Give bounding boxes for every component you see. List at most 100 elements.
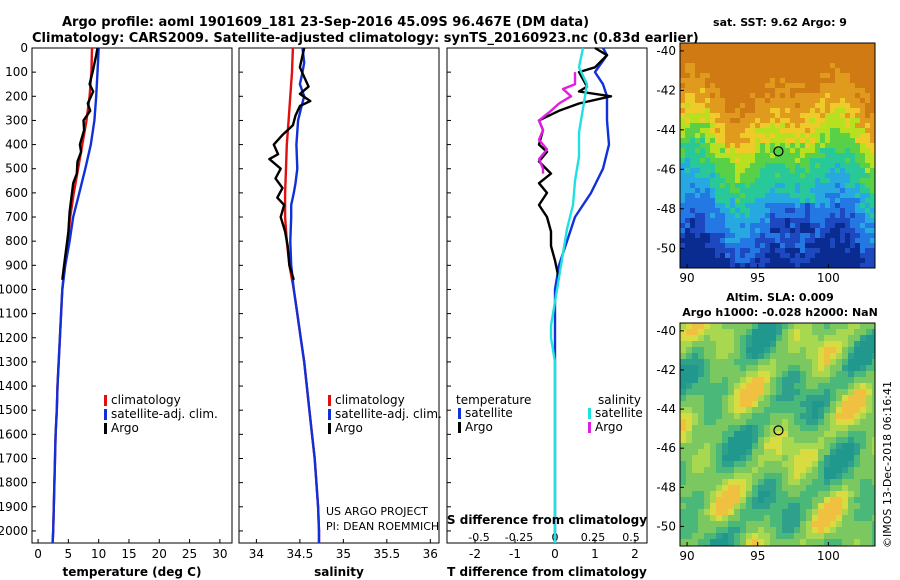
map-cell — [836, 521, 843, 528]
map-cell — [764, 335, 771, 342]
map-cell — [825, 98, 831, 104]
map-cell — [785, 173, 791, 179]
map-cell — [825, 113, 831, 119]
map-cell — [685, 133, 691, 139]
map-cell — [695, 258, 701, 264]
map-cell — [770, 431, 777, 438]
map-cell — [728, 527, 735, 534]
map-cell — [764, 485, 771, 492]
map-cell — [686, 461, 693, 468]
map-cell — [820, 143, 826, 149]
map-cell — [780, 208, 786, 214]
map-cell — [810, 113, 816, 119]
map-cell — [764, 479, 771, 486]
map-cell — [782, 497, 789, 504]
map-cell — [685, 123, 691, 129]
map-cell — [825, 78, 831, 84]
map-cell — [824, 395, 831, 402]
map-cell — [866, 347, 873, 354]
map-cell — [830, 258, 836, 264]
map-cell — [830, 203, 836, 209]
map-cell — [810, 178, 816, 184]
map-cell — [815, 248, 821, 254]
map-cell — [728, 377, 735, 384]
map-cell — [860, 113, 866, 119]
map-cell — [686, 455, 693, 462]
map-cell — [855, 133, 861, 139]
map-cell — [818, 497, 825, 504]
map-cell — [815, 258, 821, 264]
map-cell — [746, 383, 753, 390]
map-cell — [865, 213, 871, 219]
map-cell — [750, 53, 756, 59]
map-cell — [740, 509, 747, 516]
map-cell — [848, 467, 855, 474]
map-cell — [725, 93, 731, 99]
map-cell — [725, 48, 731, 54]
map-cell — [795, 143, 801, 149]
map-cell — [728, 443, 735, 450]
map-cell — [865, 153, 871, 159]
map-cell — [820, 263, 826, 269]
map-cell — [794, 371, 801, 378]
map-cell — [698, 425, 705, 432]
map-cell — [680, 503, 687, 510]
map-cell — [730, 63, 736, 69]
map-cell — [695, 53, 701, 59]
map-cell — [730, 228, 736, 234]
map-cell — [794, 329, 801, 336]
map-cell — [752, 359, 759, 366]
map-cell — [735, 58, 741, 64]
map-cell — [680, 123, 686, 129]
map-cell — [805, 68, 811, 74]
map-cell — [745, 48, 751, 54]
map-cell — [848, 419, 855, 426]
map-cell — [776, 383, 783, 390]
map-cell — [775, 183, 781, 189]
map-cell — [710, 98, 716, 104]
map-cell — [782, 521, 789, 528]
map-cell — [715, 113, 721, 119]
map-cell — [825, 103, 831, 109]
map-cell — [860, 208, 866, 214]
map-cell — [820, 78, 826, 84]
map-cell — [705, 58, 711, 64]
map-cell — [746, 329, 753, 336]
map-cell — [815, 218, 821, 224]
map-cell — [866, 515, 873, 522]
map-cell — [752, 521, 759, 528]
map-cell — [740, 143, 746, 149]
map-cell — [815, 93, 821, 99]
map-cell — [710, 188, 716, 194]
map-cell — [690, 63, 696, 69]
map-cell — [710, 443, 717, 450]
map-cell — [680, 148, 686, 154]
map-cell — [734, 401, 741, 408]
map-cell — [782, 455, 789, 462]
map-cell — [680, 168, 686, 174]
map-cell — [770, 347, 777, 354]
map-cell — [840, 218, 846, 224]
temperature-line-satellite-adj-clim--1 — [51, 47, 100, 544]
map-cell — [776, 437, 783, 444]
map-cell — [806, 323, 813, 330]
map-cell — [805, 223, 811, 229]
map-cell — [790, 113, 796, 119]
map-cell — [746, 359, 753, 366]
map-cell — [782, 527, 789, 534]
map-cell — [805, 143, 811, 149]
map-cell — [835, 118, 841, 124]
map-cell — [710, 455, 717, 462]
legend-label: climatology — [111, 393, 181, 407]
map-cell — [842, 341, 849, 348]
map-cell — [710, 153, 716, 159]
map-cell — [866, 323, 873, 330]
map-cell — [788, 467, 795, 474]
map-cell — [800, 73, 806, 79]
map-cell — [755, 93, 761, 99]
map-cell — [782, 533, 789, 540]
map-cell — [860, 128, 866, 134]
map-cell — [785, 203, 791, 209]
map-cell — [728, 461, 735, 468]
map-cell — [830, 63, 836, 69]
